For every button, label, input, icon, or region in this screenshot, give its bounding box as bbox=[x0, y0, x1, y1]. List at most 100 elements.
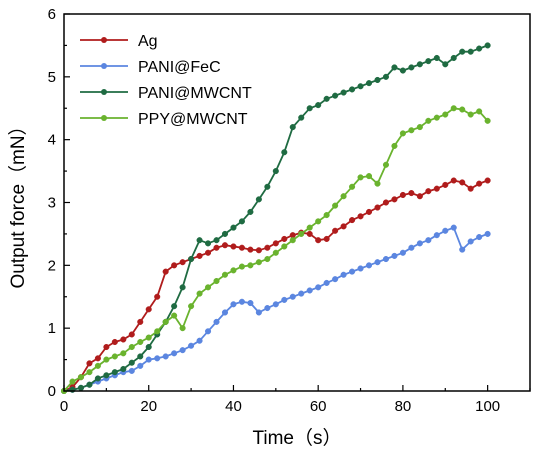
x-tick-label: 40 bbox=[225, 398, 242, 415]
data-point bbox=[120, 336, 127, 343]
data-point bbox=[204, 240, 212, 247]
data-point bbox=[86, 360, 93, 367]
data-point bbox=[128, 359, 135, 366]
data-point bbox=[408, 244, 415, 251]
data-point bbox=[103, 356, 110, 363]
data-point bbox=[484, 177, 491, 184]
y-tick-label: 5 bbox=[48, 69, 56, 86]
data-point bbox=[425, 188, 432, 195]
data-point bbox=[332, 276, 339, 283]
data-point bbox=[315, 102, 322, 109]
data-point bbox=[433, 185, 440, 192]
data-point bbox=[459, 106, 466, 113]
data-point bbox=[179, 284, 186, 291]
data-point bbox=[298, 114, 305, 121]
data-point bbox=[357, 213, 364, 220]
data-point bbox=[145, 306, 152, 313]
data-point bbox=[382, 161, 390, 168]
data-point bbox=[69, 378, 76, 385]
data-point bbox=[111, 353, 118, 360]
data-point bbox=[442, 111, 449, 118]
data-point bbox=[128, 343, 135, 351]
data-point bbox=[408, 127, 415, 134]
data-point bbox=[264, 256, 271, 263]
series-layer bbox=[60, 42, 491, 395]
data-point bbox=[86, 381, 93, 388]
axis-layer: 0 20 40 60 80 100 0 1 2 3 4 5 6 bbox=[48, 6, 531, 415]
series-ppy-mwcnt bbox=[60, 105, 491, 395]
data-point bbox=[484, 117, 491, 124]
legend-entry: PANI@FeC bbox=[80, 59, 221, 76]
data-point bbox=[289, 124, 296, 131]
data-point bbox=[213, 318, 220, 325]
data-point bbox=[399, 130, 406, 137]
data-point bbox=[374, 76, 381, 84]
data-point bbox=[255, 309, 262, 316]
data-point bbox=[213, 277, 220, 285]
data-point bbox=[349, 217, 356, 224]
data-point bbox=[442, 61, 449, 68]
data-point bbox=[289, 232, 296, 239]
data-point bbox=[416, 61, 423, 68]
legend-marker bbox=[101, 89, 107, 95]
data-point bbox=[247, 299, 254, 307]
data-point bbox=[467, 48, 474, 55]
legend-label: PPY@MWCNT bbox=[138, 111, 248, 128]
data-point bbox=[179, 347, 186, 354]
data-point bbox=[281, 296, 288, 303]
data-point bbox=[382, 199, 390, 206]
data-point bbox=[111, 338, 118, 346]
data-point bbox=[459, 48, 466, 55]
data-point bbox=[128, 367, 135, 374]
data-point bbox=[221, 242, 229, 249]
data-point bbox=[162, 268, 169, 275]
legend-label: PANI@FeC bbox=[138, 59, 221, 76]
data-point bbox=[111, 369, 118, 376]
x-tick-label: 20 bbox=[140, 398, 157, 415]
data-point bbox=[120, 365, 127, 373]
data-point bbox=[391, 142, 398, 149]
data-point bbox=[306, 230, 313, 237]
data-point bbox=[365, 208, 373, 215]
data-point bbox=[238, 298, 245, 305]
data-point bbox=[459, 246, 466, 253]
data-point bbox=[298, 230, 305, 237]
data-point bbox=[476, 234, 483, 241]
data-point bbox=[484, 42, 491, 49]
data-point bbox=[137, 353, 144, 360]
data-point bbox=[137, 318, 144, 325]
data-point bbox=[433, 232, 440, 239]
data-point bbox=[281, 243, 288, 250]
legend: Ag PANI@FeC PANI@MWCNT PPY@MWCNT bbox=[80, 33, 252, 128]
x-tick-label: 100 bbox=[475, 398, 500, 415]
data-point bbox=[230, 243, 237, 250]
legend-marker bbox=[101, 37, 107, 43]
data-point bbox=[450, 224, 457, 231]
data-point bbox=[179, 325, 186, 332]
data-point bbox=[272, 249, 279, 256]
data-point bbox=[154, 328, 161, 335]
data-point bbox=[238, 244, 245, 251]
data-point bbox=[264, 244, 271, 251]
data-point bbox=[204, 328, 212, 335]
data-point bbox=[179, 259, 186, 266]
data-point bbox=[357, 174, 364, 181]
data-point bbox=[162, 353, 169, 360]
data-point bbox=[467, 238, 474, 245]
data-point bbox=[476, 108, 483, 115]
data-point bbox=[349, 86, 356, 93]
data-point bbox=[365, 80, 373, 87]
data-point bbox=[425, 117, 432, 124]
data-point bbox=[145, 343, 152, 351]
data-point bbox=[323, 95, 330, 102]
data-point bbox=[332, 202, 339, 209]
x-axis-title: Time（s） bbox=[252, 427, 341, 449]
data-point bbox=[450, 105, 457, 112]
series-line bbox=[63, 107, 489, 392]
y-tick-label: 2 bbox=[48, 257, 56, 274]
legend-entry: PANI@MWCNT bbox=[80, 85, 252, 102]
data-point bbox=[162, 318, 169, 325]
data-point bbox=[272, 168, 279, 175]
data-point bbox=[221, 230, 229, 237]
data-point bbox=[298, 290, 305, 297]
